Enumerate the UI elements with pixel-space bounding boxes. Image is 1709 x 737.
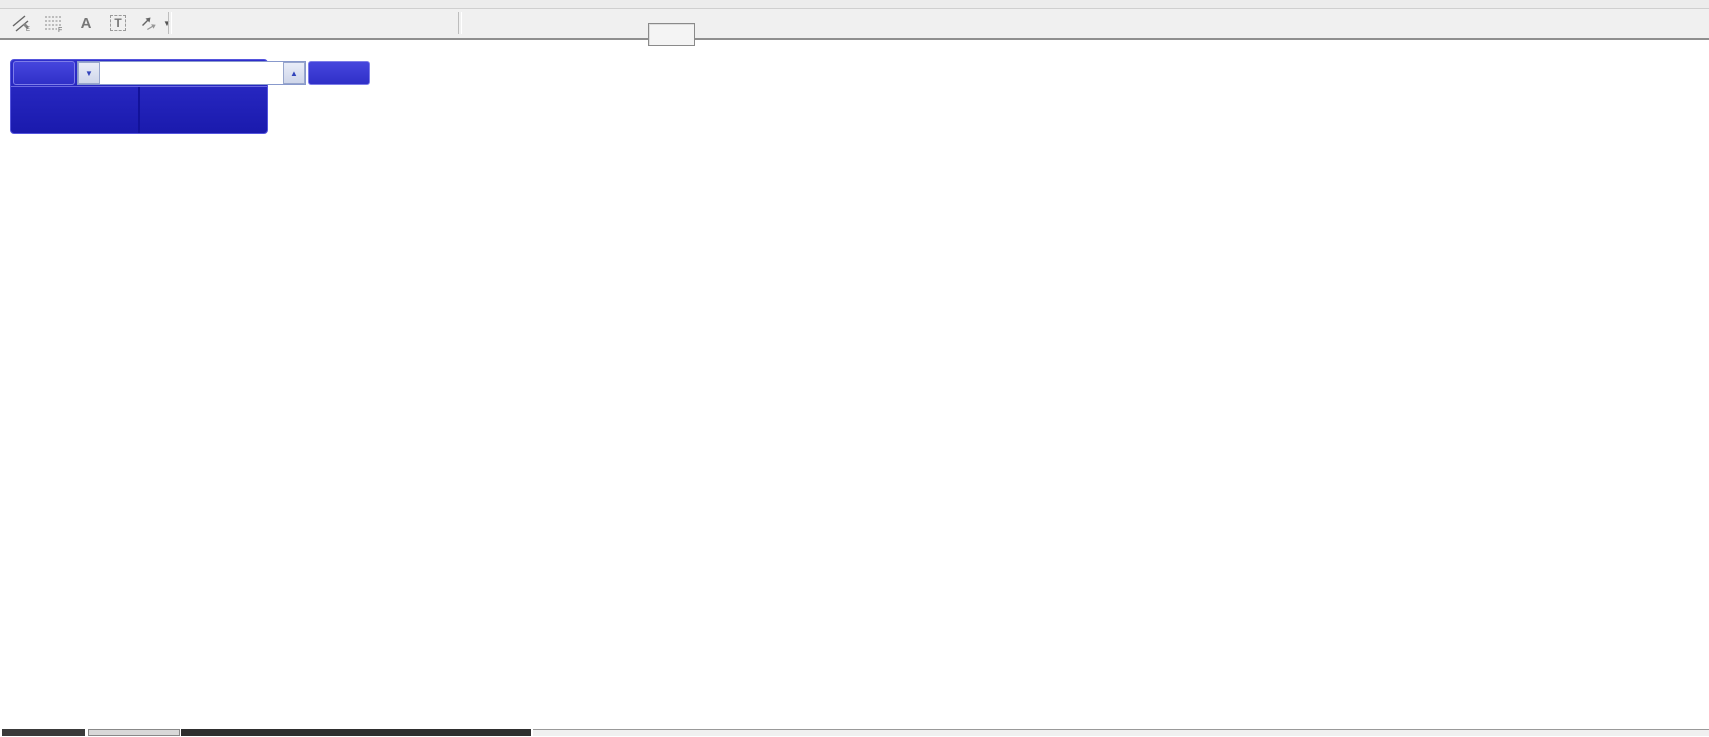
- volume-increase-button[interactable]: ▲: [283, 62, 305, 84]
- sell-button[interactable]: [13, 61, 75, 85]
- price-divider: [138, 87, 140, 133]
- volume-input[interactable]: [100, 62, 283, 84]
- arrows-tool-icon[interactable]: ▼: [135, 11, 175, 35]
- text-label-icon[interactable]: A: [80, 14, 92, 32]
- drawing-tools-group: E F A T ▼: [6, 10, 176, 36]
- fibonacci-icon[interactable]: F: [39, 11, 69, 35]
- bottom-tab[interactable]: [88, 729, 180, 736]
- buy-button[interactable]: [308, 61, 370, 85]
- volume-decrease-button[interactable]: ▼: [78, 62, 100, 84]
- bottom-tab[interactable]: [181, 729, 531, 736]
- text-tool-icon[interactable]: T: [103, 11, 133, 35]
- buy-price-display[interactable]: [140, 87, 267, 133]
- main-toolbar: E F A T ▼: [0, 9, 1709, 40]
- exit-button[interactable]: [648, 23, 695, 46]
- chevron-down-icon: ▼: [163, 18, 171, 28]
- toolbar-separator: [168, 12, 172, 34]
- sell-price-display[interactable]: [11, 87, 138, 133]
- one-click-trading-panel: ▼ ▲: [10, 59, 370, 134]
- bottom-strip: [533, 729, 1709, 736]
- volume-stepper: ▼ ▲: [77, 61, 306, 85]
- svg-text:E: E: [26, 27, 30, 32]
- bottom-tab[interactable]: [2, 729, 85, 736]
- toolbar-separator: [458, 12, 462, 34]
- svg-text:F: F: [58, 27, 62, 32]
- equidistant-channel-icon[interactable]: E: [7, 11, 37, 35]
